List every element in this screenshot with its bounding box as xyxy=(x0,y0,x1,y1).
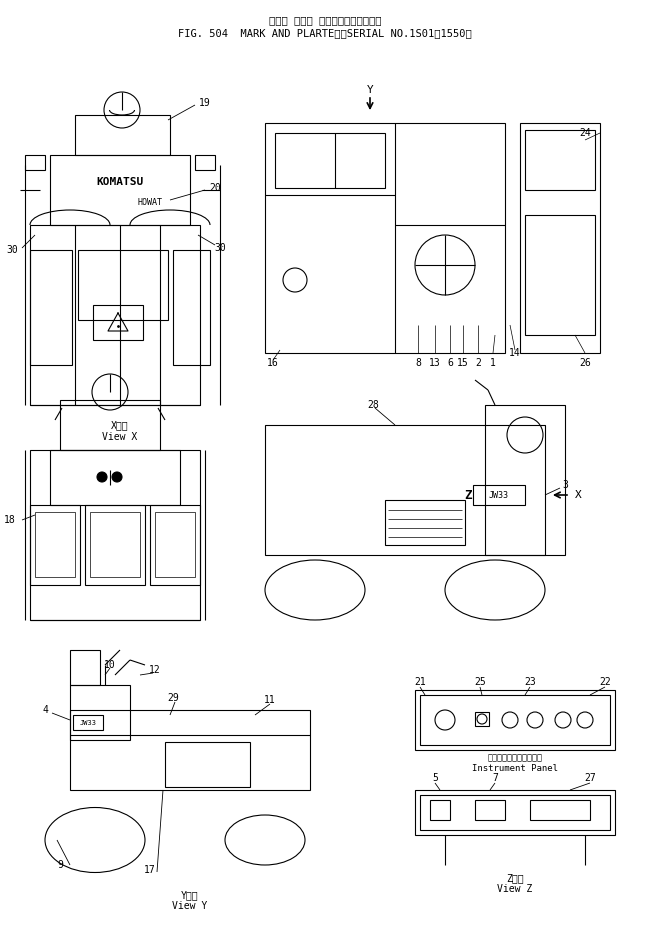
Text: JW33: JW33 xyxy=(79,720,96,726)
Bar xyxy=(35,512,75,577)
Text: 12: 12 xyxy=(149,665,161,675)
Bar xyxy=(70,650,100,685)
Bar xyxy=(30,250,72,365)
Text: HOWAT: HOWAT xyxy=(137,198,163,206)
Bar xyxy=(85,505,145,585)
Bar xyxy=(430,800,450,820)
Text: KOMATSU: KOMATSU xyxy=(96,177,144,187)
Bar xyxy=(75,115,170,155)
Bar xyxy=(420,695,610,745)
Text: Z　視: Z 視 xyxy=(506,873,524,883)
Bar xyxy=(525,130,595,190)
Bar xyxy=(415,690,615,750)
Text: 5: 5 xyxy=(432,773,438,783)
Bar xyxy=(475,800,505,820)
Text: 17: 17 xyxy=(144,865,156,875)
Text: Y: Y xyxy=(367,85,374,95)
Text: 26: 26 xyxy=(579,358,591,368)
Bar xyxy=(70,685,130,740)
Text: 4: 4 xyxy=(42,705,48,715)
Text: 10: 10 xyxy=(104,660,116,670)
Text: View X: View X xyxy=(102,432,137,442)
Text: FIG. 504  MARK AND PLARTE　（SERIAL NO.1S01～1550）: FIG. 504 MARK AND PLARTE （SERIAL NO.1S01… xyxy=(178,28,472,38)
Bar xyxy=(475,712,489,726)
Text: 18: 18 xyxy=(4,515,16,525)
Text: 20: 20 xyxy=(209,183,221,193)
Text: View Z: View Z xyxy=(497,884,533,894)
Text: 8: 8 xyxy=(415,358,421,368)
Text: View Y: View Y xyxy=(173,901,208,911)
Text: 27: 27 xyxy=(584,773,596,783)
Bar xyxy=(165,742,250,787)
Bar xyxy=(93,305,143,340)
Bar xyxy=(265,425,545,555)
Text: 30: 30 xyxy=(6,245,18,255)
Bar xyxy=(50,450,180,505)
Text: 3: 3 xyxy=(562,480,568,490)
Bar xyxy=(70,710,310,790)
Text: Instrument Panel: Instrument Panel xyxy=(472,763,558,773)
Text: 19: 19 xyxy=(199,98,211,108)
Bar xyxy=(30,505,80,585)
Text: X　視: X 視 xyxy=(111,420,129,430)
Text: 30: 30 xyxy=(214,243,226,253)
Bar xyxy=(485,405,565,555)
Text: JW33: JW33 xyxy=(489,490,509,499)
Bar xyxy=(420,795,610,830)
Bar xyxy=(173,250,210,365)
Bar xyxy=(385,500,465,545)
Bar xyxy=(50,155,190,225)
Bar xyxy=(520,123,600,353)
Text: 14: 14 xyxy=(509,348,521,358)
Text: インスツルメントパネル: インスツルメントパネル xyxy=(488,754,542,762)
Bar xyxy=(60,400,160,450)
Bar xyxy=(30,450,200,620)
Text: 29: 29 xyxy=(167,693,179,703)
Text: 1: 1 xyxy=(490,358,496,368)
Bar xyxy=(155,512,195,577)
Bar xyxy=(530,800,590,820)
Text: 15: 15 xyxy=(457,358,469,368)
Bar xyxy=(473,485,525,505)
Text: 6: 6 xyxy=(447,358,453,368)
Bar xyxy=(78,250,168,320)
Bar xyxy=(73,715,103,730)
Text: 9: 9 xyxy=(57,860,63,870)
Text: Z: Z xyxy=(464,488,472,501)
Bar xyxy=(415,790,615,835)
Text: X: X xyxy=(575,490,581,500)
Text: 7: 7 xyxy=(492,773,498,783)
Text: 25: 25 xyxy=(474,677,486,687)
Bar xyxy=(275,133,385,188)
Bar xyxy=(90,512,140,577)
Text: 21: 21 xyxy=(414,677,426,687)
Circle shape xyxy=(112,472,122,482)
Text: Y　視: Y 視 xyxy=(181,890,199,900)
Text: 11: 11 xyxy=(264,695,276,705)
Text: 16: 16 xyxy=(267,358,279,368)
Text: 23: 23 xyxy=(524,677,536,687)
Bar xyxy=(25,155,45,170)
Text: 24: 24 xyxy=(579,128,591,138)
Text: 13: 13 xyxy=(429,358,441,368)
Text: 28: 28 xyxy=(367,400,379,410)
Text: 2: 2 xyxy=(475,358,481,368)
Bar xyxy=(265,123,505,353)
Bar xyxy=(195,155,215,170)
Text: 22: 22 xyxy=(599,677,611,687)
Bar xyxy=(30,225,200,405)
Circle shape xyxy=(97,472,107,482)
Bar xyxy=(525,215,595,335)
Bar xyxy=(150,505,200,585)
Text: マーク オヨビ プレート　　通用番機: マーク オヨビ プレート 通用番機 xyxy=(269,15,381,25)
